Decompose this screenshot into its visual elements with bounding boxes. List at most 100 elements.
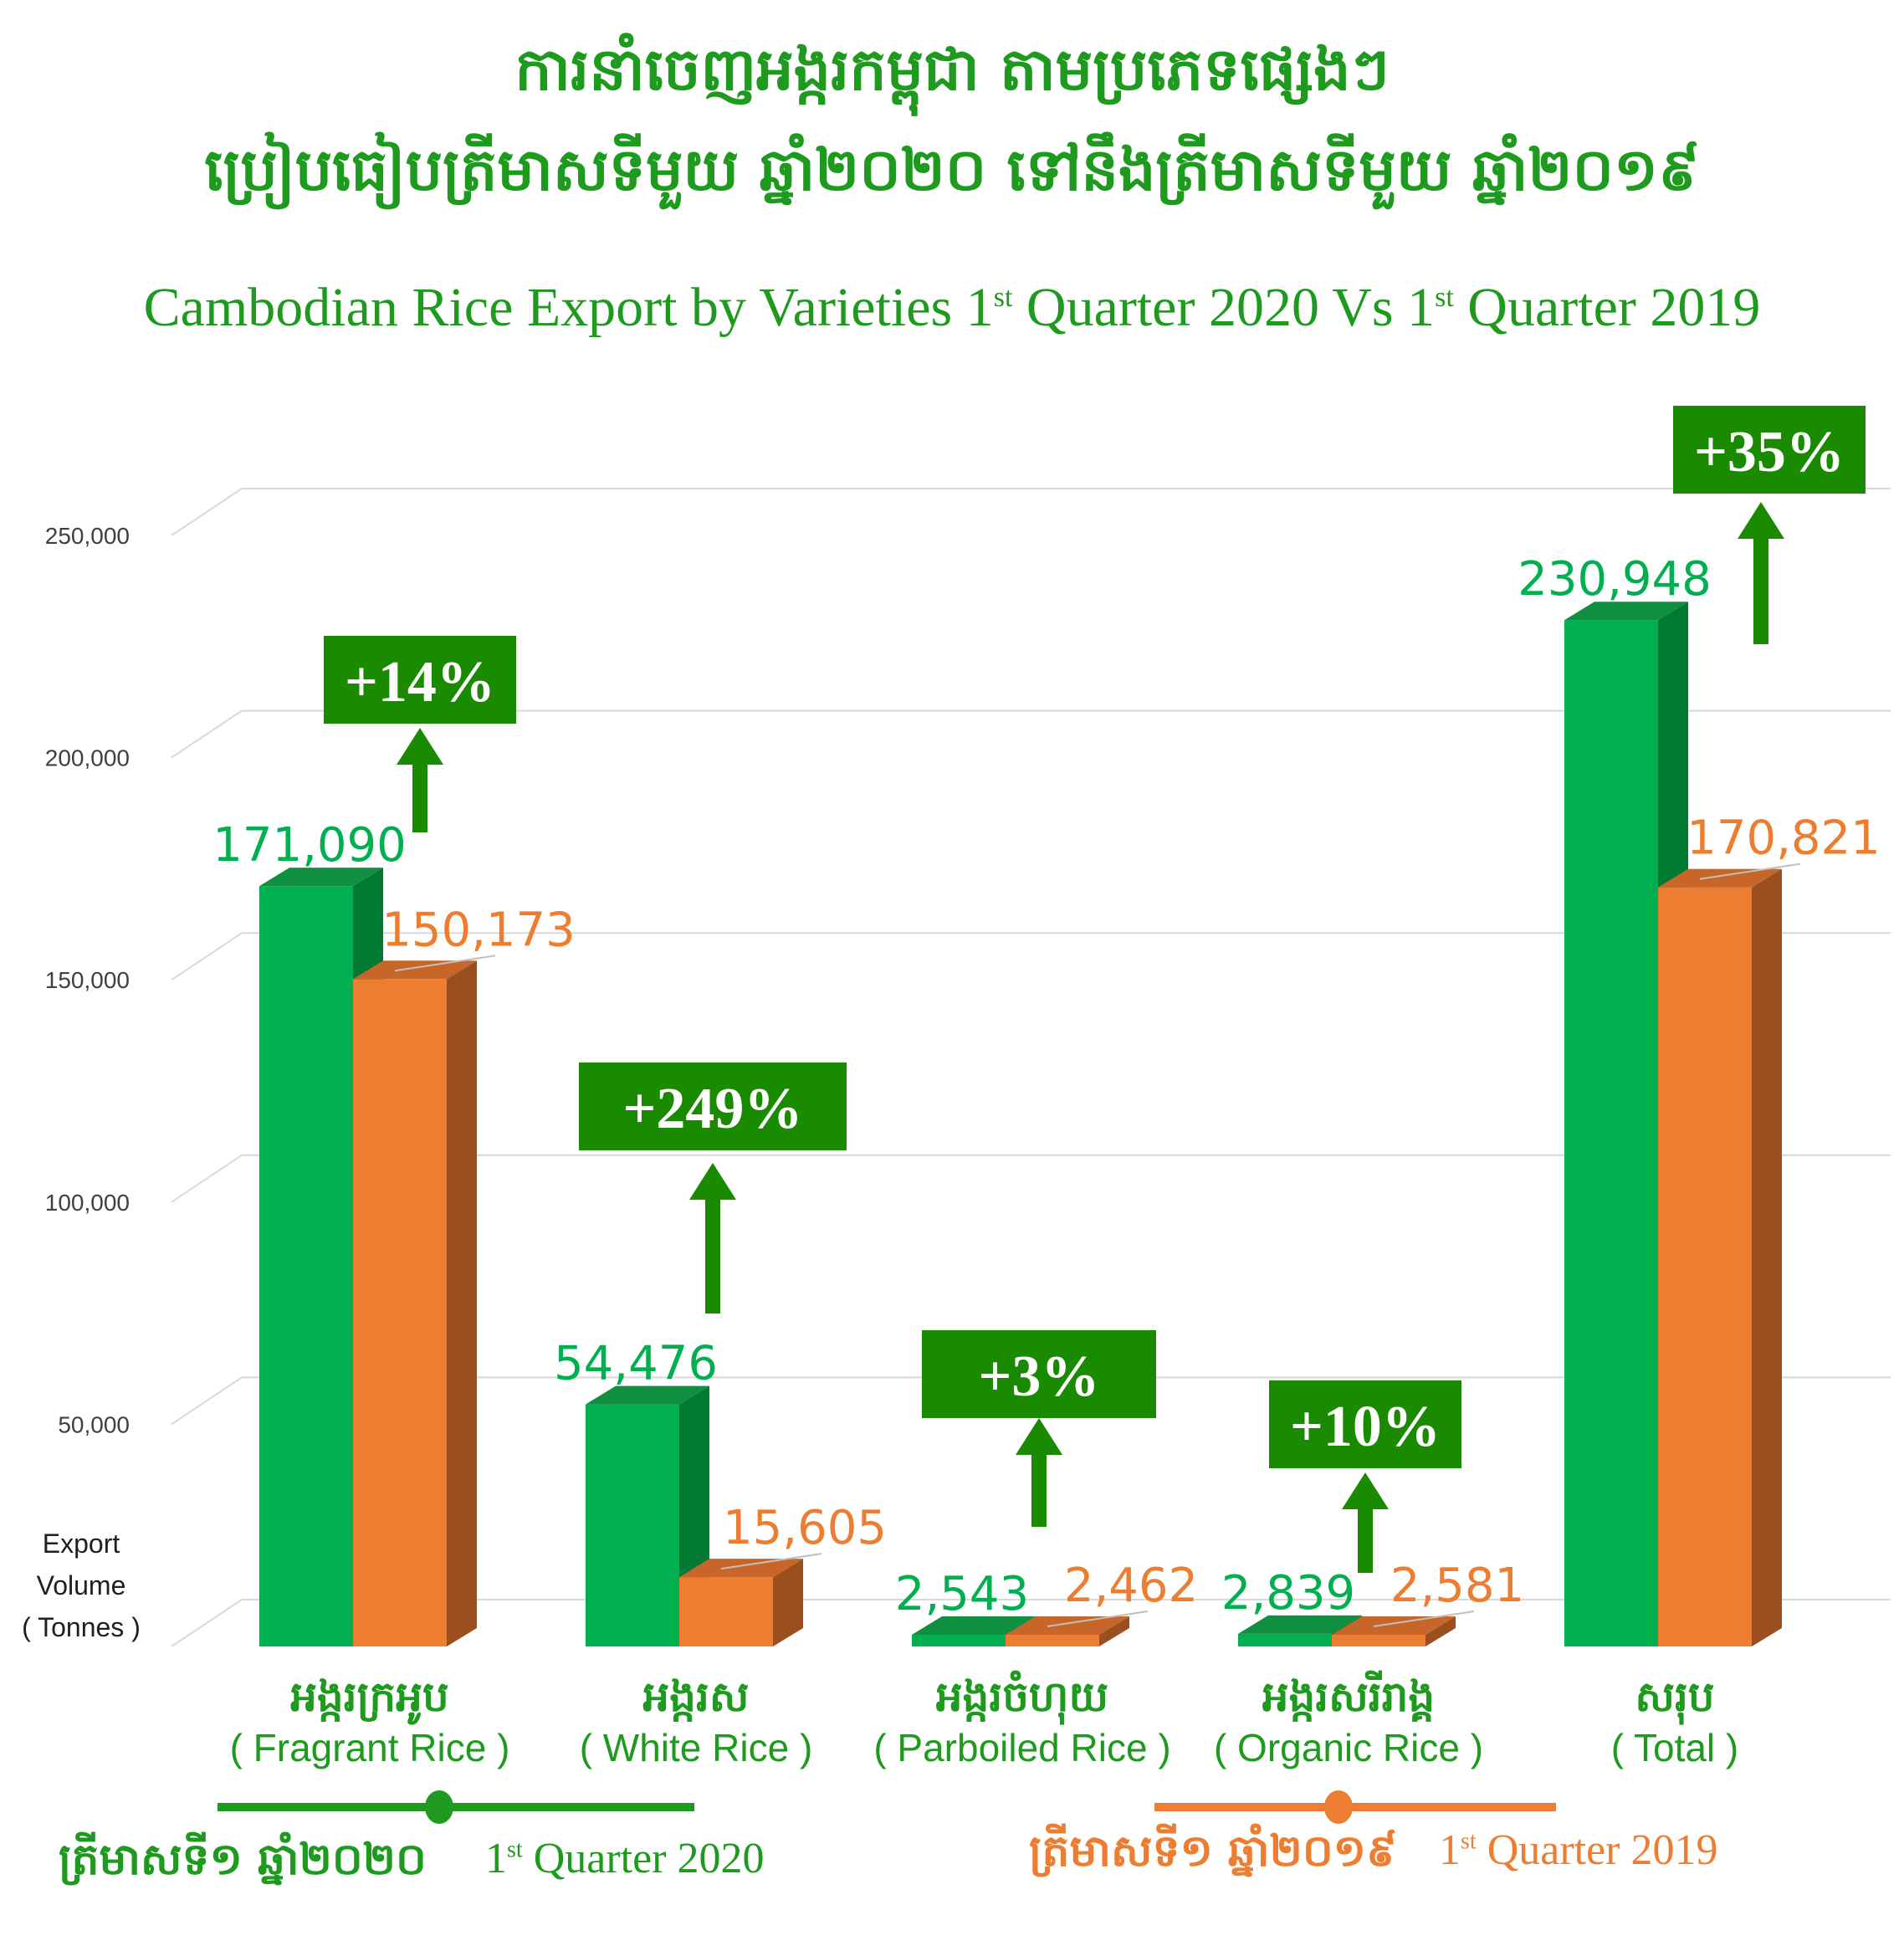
legend-2019-en-prefix: 1 — [1439, 1826, 1461, 1874]
gridline-diagonal — [171, 932, 243, 981]
value-label-2019: 170,821 — [1686, 812, 1881, 866]
up-arrow-shaft — [412, 761, 427, 832]
legend-2020-en-prefix: 1 — [485, 1835, 507, 1882]
bar-2019-top — [353, 960, 477, 980]
gridline-diagonal — [171, 488, 243, 536]
bar-2020-front — [1238, 1633, 1332, 1646]
legend-2020-line — [218, 1790, 694, 1824]
category-label-english: ( Organic Rice ) — [1214, 1726, 1483, 1769]
bar-2020-front — [912, 1635, 1006, 1646]
bar-2019-side — [773, 1559, 803, 1646]
bar-2020-top — [1238, 1615, 1362, 1634]
bar-2019-front — [1006, 1635, 1099, 1646]
up-arrow-head — [397, 728, 443, 765]
value-label-2020: 54,476 — [554, 1337, 718, 1391]
bar-2019-top — [1332, 1616, 1456, 1635]
bar-2020-top — [912, 1616, 1036, 1635]
y-tick-label: 200,000 — [45, 745, 130, 771]
bar-2020-front — [1564, 620, 1658, 1646]
title-english: Cambodian Rice Export by Varieties 1 st Q… — [0, 276, 1904, 340]
title-khmer-line-2: ប្រៀបធៀបត្រីមាសទីមួយ ឆ្នាំ២០២០ ទៅនឹងត្រី… — [204, 136, 1700, 204]
label-leader-line — [394, 955, 496, 972]
title-en-suffix: Quarter 2019 — [1453, 277, 1761, 338]
bar-2019-front — [1332, 1635, 1425, 1646]
gridline-diagonal — [171, 709, 243, 759]
y-axis-label: ( Tonnes ) — [22, 1612, 141, 1642]
legend-2019-english: 1st Quarter 2019 — [1439, 1826, 1717, 1875]
bar-2019-front — [353, 979, 447, 1646]
up-arrow-head — [1016, 1418, 1062, 1455]
y-tick-label: 250,000 — [45, 523, 130, 549]
change-badge — [1673, 406, 1866, 494]
bar-2019-front — [679, 1577, 773, 1646]
legend-2020-en-sup: st — [507, 1836, 523, 1863]
legend-2020-english: 1st Quarter 2020 — [485, 1834, 764, 1883]
category-label-khmer: អង្ករស — [643, 1672, 750, 1722]
bar-2019-top — [1006, 1616, 1129, 1635]
legend-2019-en-sup: st — [1461, 1828, 1477, 1855]
change-badge-text: +10% — [1290, 1395, 1441, 1459]
up-arrow-shaft — [1031, 1452, 1047, 1527]
bar-2019-front — [1658, 887, 1752, 1646]
bar-2020-top — [1564, 602, 1688, 621]
y-tick-label: 50,000 — [58, 1411, 130, 1437]
value-label-2019: 15,605 — [723, 1501, 887, 1555]
change-badge — [324, 636, 516, 724]
category-label-khmer: សរុប — [1635, 1672, 1714, 1725]
bar-2020-top — [586, 1385, 709, 1405]
change-badge-text: +249% — [623, 1077, 803, 1141]
bar-2019-side — [1425, 1616, 1456, 1646]
title-khmer-line-1: ការនាំចេញអង្ករកម្ពុជា តាមប្រភេទផ្សេងៗ — [514, 35, 1390, 104]
legend-2019-en-suffix: Quarter 2019 — [1476, 1826, 1718, 1874]
value-label-2020: 171,090 — [212, 818, 407, 873]
category-label-english: ( Fragrant Rice ) — [230, 1726, 510, 1769]
up-arrow-head — [1342, 1472, 1389, 1509]
legend-2020-en-suffix: Quarter 2020 — [522, 1835, 765, 1882]
legend-2019-khmer: ត្រីមាសទី១ ឆ្នាំ២០១៩ — [1029, 1826, 1397, 1877]
bar-2020-front — [586, 1404, 679, 1646]
category-label-english: ( White Rice ) — [580, 1726, 813, 1769]
up-arrow-shaft — [1753, 535, 1768, 644]
change-badge-text: +14% — [345, 650, 495, 714]
bar-2019-side — [1752, 868, 1782, 1646]
legend-2020-khmer: ត្រីមាសទី១ ឆ្នាំ២០២០ — [59, 1835, 427, 1885]
category-label-khmer: អង្ករសរីរាង្គ — [1262, 1670, 1435, 1722]
bar-2019-side — [447, 960, 477, 1646]
up-arrow-head — [1738, 502, 1784, 539]
value-label-2019: 2,581 — [1390, 1559, 1524, 1613]
title-en-prefix: Cambodian Rice Export by Varieties 1 — [143, 277, 994, 338]
label-leader-line — [720, 1553, 822, 1570]
legend-2019-line — [1154, 1790, 1556, 1824]
bar-2020-top — [259, 868, 383, 887]
category-label-english: ( Parboiled Rice ) — [873, 1726, 1170, 1769]
y-axis-label: Export — [43, 1529, 120, 1559]
gridline-diagonal — [171, 1154, 243, 1203]
up-arrow-shaft — [705, 1196, 720, 1313]
category-label-khmer: អង្ករចំហុយ — [936, 1670, 1108, 1725]
up-arrow-head — [689, 1163, 736, 1200]
change-badge — [579, 1063, 847, 1150]
change-badge-text: +3% — [979, 1344, 1100, 1409]
bar-2020-front — [259, 886, 353, 1646]
y-tick-label: 100,000 — [45, 1190, 130, 1216]
title-en-middle: Quarter 2020 Vs 1 — [1012, 277, 1436, 338]
y-axis-label: Volume — [37, 1570, 126, 1600]
gridline-diagonal — [171, 1599, 243, 1647]
value-label-2020: 2,839 — [1221, 1566, 1355, 1621]
title-en-sup-2: st — [1435, 282, 1454, 313]
gridline-diagonal — [171, 1376, 243, 1426]
value-label-2020: 230,948 — [1518, 552, 1712, 607]
change-badge — [1269, 1380, 1461, 1468]
label-leader-line — [1047, 1610, 1149, 1627]
bar-2019-top — [1658, 868, 1782, 888]
change-badge — [922, 1330, 1156, 1418]
up-arrow-shaft — [1358, 1506, 1373, 1573]
value-label-2019: 2,462 — [1064, 1559, 1198, 1613]
value-label-2019: 150,173 — [381, 903, 576, 957]
value-label-2020: 2,543 — [895, 1567, 1029, 1621]
label-leader-line — [1699, 863, 1801, 880]
bar-2019-top — [679, 1559, 803, 1578]
change-badge-text: +35% — [1694, 420, 1845, 484]
bar-2019-side — [1099, 1616, 1129, 1646]
